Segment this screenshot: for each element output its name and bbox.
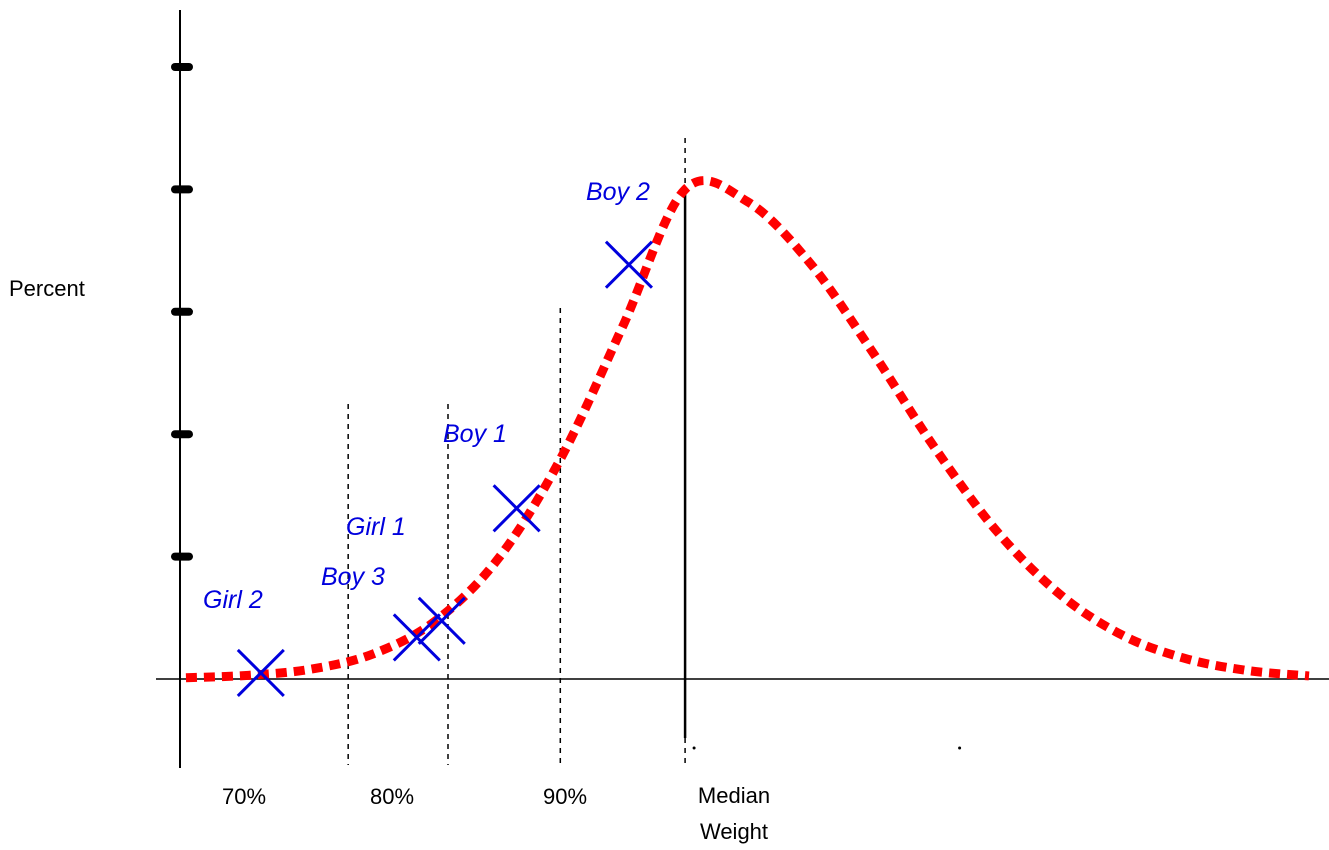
right-dot-mark (958, 746, 962, 750)
point-label-boy-1: Boy 1 (443, 420, 507, 448)
distribution-curve (185, 176, 1310, 683)
point-label-girl-1: Girl 1 (346, 513, 406, 541)
x-tick-label-80: 80% (370, 784, 415, 809)
point-marker-boy-1 (492, 484, 541, 533)
median-label-line1: Median (697, 783, 771, 808)
point-marker-girl-2 (236, 648, 285, 697)
point-label-boy-3: Boy 3 (321, 563, 385, 591)
median-label-line2: Weight (699, 819, 769, 844)
point-marker-boy-3 (392, 613, 441, 662)
x-tick-label-70: 70% (222, 784, 267, 809)
y-axis-label: Percent (9, 276, 85, 301)
median-weight-label: Median Weight (677, 778, 791, 850)
point-label-girl-2: Girl 2 (203, 586, 263, 614)
point-label-boy-2: Boy 2 (586, 178, 650, 206)
x-tick-label-90: 90% (543, 784, 588, 809)
median-dot-mark (692, 746, 696, 750)
point-marker-boy-2 (604, 240, 653, 289)
point-marker-girl-1 (417, 596, 466, 645)
